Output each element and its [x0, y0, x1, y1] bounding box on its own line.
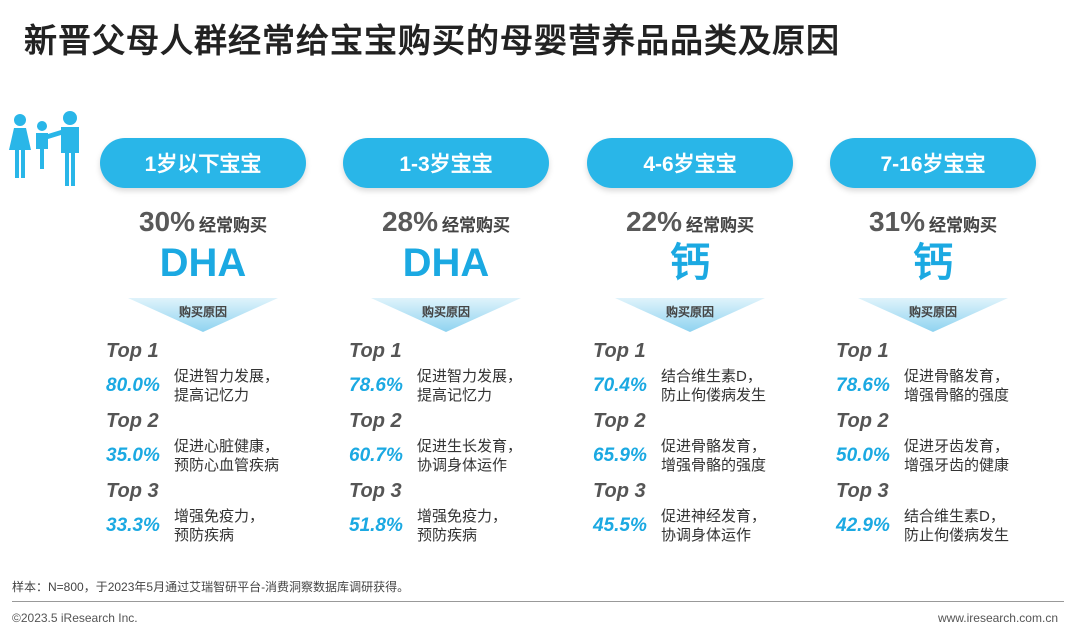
reason-percentage: 78.6% — [836, 375, 890, 396]
reason-text-line1: 促进智力发展， — [417, 368, 523, 385]
rank-label: Top 1 — [106, 340, 159, 362]
group-column: 1-3岁宝宝 28% 经常购买 DHA 购买原因 Top 1 78.6% 促进智力发… — [343, 138, 549, 548]
reason-text-line1: 结合维生素D， — [904, 508, 1005, 525]
group-column: 4-6岁宝宝 22% 经常购买 钙 购买原因 Top 1 70.4% 结合维生素D，… — [587, 138, 793, 548]
rank-label: Top 3 — [349, 480, 402, 502]
copyright-text: ©2023.5 iResearch Inc. — [12, 611, 138, 625]
family-icon — [9, 111, 79, 186]
purchase-label: 经常购买 — [929, 216, 998, 235]
reason-percentage: 80.0% — [106, 375, 160, 396]
reason-text-line2: 预防心血管疾病 — [174, 457, 280, 474]
reason-percentage: 42.9% — [836, 515, 890, 536]
reason-text-line1: 促进骨骼发育， — [661, 438, 767, 455]
reason-text-line2: 预防疾病 — [417, 527, 478, 544]
reason-percentage: 45.5% — [593, 515, 647, 536]
reason-row: 80.0% 促进智力发展， 提高记忆力 — [106, 364, 306, 408]
rank-label: Top 1 — [593, 340, 646, 362]
reason-text-line1: 促进心脏健康， — [174, 438, 280, 455]
reason-row: 65.9% 促进骨骼发育， 增强骨骼的强度 — [593, 434, 793, 478]
reason-text-line2: 增强牙齿的健康 — [904, 457, 1010, 474]
reason-row: 78.6% 促进智力发展， 提高记忆力 — [349, 364, 549, 408]
reason-text-line2: 增强骨骼的强度 — [661, 457, 767, 474]
age-group-label: 1岁以下宝宝 — [100, 138, 306, 188]
age-group-label: 4-6岁宝宝 — [587, 138, 793, 188]
reason-text-line2: 防止佝偻病发生 — [904, 527, 1010, 544]
reason-text-line2: 防止佝偻病发生 — [661, 387, 767, 404]
reason-text-line1: 增强免疫力， — [174, 508, 265, 525]
reason-percentage: 35.0% — [106, 445, 160, 466]
purchase-label: 经常购买 — [686, 216, 755, 235]
reason-row: 50.0% 促进牙齿发育， 增强牙齿的健康 — [836, 434, 1036, 478]
purchase-label: 经常购买 — [442, 216, 511, 235]
reason-arrow: 购买原因 — [858, 298, 1008, 332]
reason-text-line2: 提高记忆力 — [174, 387, 250, 404]
reason-percentage: 70.4% — [593, 375, 647, 396]
group-column: 7-16岁宝宝 31% 经常购买 钙 购买原因 Top 1 78.6% 促进骨骼发育… — [830, 138, 1036, 548]
purchase-percentage: 30% — [138, 206, 196, 237]
reason-text-line1: 促进智力发展， — [174, 368, 280, 385]
purchase-percentage: 31% — [868, 206, 926, 237]
reason-row: 45.5% 促进神经发育， 协调身体运作 — [593, 504, 793, 548]
product-name: 钙 — [913, 241, 953, 285]
reason-arrow: 购买原因 — [371, 298, 521, 332]
reason-header: 购买原因 — [421, 305, 470, 319]
reason-percentage: 50.0% — [836, 445, 890, 466]
reason-row: 35.0% 促进心脏健康， 预防心血管疾病 — [106, 434, 306, 478]
reason-text-line1: 增强免疫力， — [417, 508, 508, 525]
reason-text-line1: 促进生长发育， — [417, 438, 523, 455]
product-name: DHA — [402, 241, 490, 285]
reason-arrow: 购买原因 — [128, 298, 278, 332]
age-group-label: 7-16岁宝宝 — [830, 138, 1036, 188]
sample-footnote: 样本：N=800，于2023年5月通过艾瑞智研平台-消费洞察数据库调研获得。 — [12, 580, 410, 594]
reason-row: 70.4% 结合维生素D， 防止佝偻病发生 — [593, 364, 793, 408]
reason-percentage: 78.6% — [349, 375, 403, 396]
rank-label: Top 2 — [349, 410, 402, 432]
reason-text-line1: 促进牙齿发育， — [904, 438, 1010, 455]
reason-header: 购买原因 — [178, 305, 227, 319]
rank-label: Top 3 — [106, 480, 159, 502]
reason-arrow: 购买原因 — [615, 298, 765, 332]
footer-divider — [12, 601, 1064, 602]
reason-percentage: 51.8% — [349, 515, 403, 536]
reason-text-line2: 协调身体运作 — [661, 527, 752, 544]
rank-label: Top 1 — [349, 340, 402, 362]
rank-label: Top 2 — [836, 410, 889, 432]
reason-percentage: 65.9% — [593, 445, 647, 466]
reason-row: 33.3% 增强免疫力， 预防疾病 — [106, 504, 306, 548]
reason-header: 购买原因 — [665, 305, 714, 319]
reason-row: 51.8% 增强免疫力， 预防疾病 — [349, 504, 549, 548]
rank-label: Top 3 — [593, 480, 646, 502]
reason-row: 78.6% 促进骨骼发育， 增强骨骼的强度 — [836, 364, 1036, 408]
page-title: 新晋父母人群经常给宝宝购买的母婴营养品品类及原因 — [24, 22, 840, 59]
reason-text-line1: 促进骨骼发育， — [904, 368, 1010, 385]
age-group-label: 1-3岁宝宝 — [343, 138, 549, 188]
rank-label: Top 2 — [593, 410, 646, 432]
reason-text-line2: 增强骨骼的强度 — [904, 387, 1010, 404]
group-column: 1岁以下宝宝 30% 经常购买 DHA 购买原因 Top 1 80.0% 促进智力发… — [100, 138, 306, 548]
reason-text-line1: 促进神经发育， — [661, 508, 767, 525]
rank-label: Top 3 — [836, 480, 889, 502]
website-link[interactable]: www.iresearch.com.cn — [937, 611, 1058, 625]
reason-row: 60.7% 促进生长发育， 协调身体运作 — [349, 434, 549, 478]
reason-text-line1: 结合维生素D， — [661, 368, 762, 385]
purchase-percentage: 22% — [625, 206, 683, 237]
reason-row: 42.9% 结合维生素D， 防止佝偻病发生 — [836, 504, 1036, 548]
reason-header: 购买原因 — [908, 305, 957, 319]
purchase-percentage: 28% — [381, 206, 439, 237]
purchase-label: 经常购买 — [199, 216, 268, 235]
product-name: DHA — [159, 241, 247, 285]
reason-percentage: 33.3% — [106, 515, 160, 536]
product-name: 钙 — [670, 241, 710, 285]
reason-text-line2: 预防疾病 — [174, 527, 235, 544]
reason-text-line2: 提高记忆力 — [417, 387, 493, 404]
rank-label: Top 1 — [836, 340, 889, 362]
rank-label: Top 2 — [106, 410, 159, 432]
reason-text-line2: 协调身体运作 — [417, 457, 508, 474]
reason-percentage: 60.7% — [349, 445, 403, 466]
